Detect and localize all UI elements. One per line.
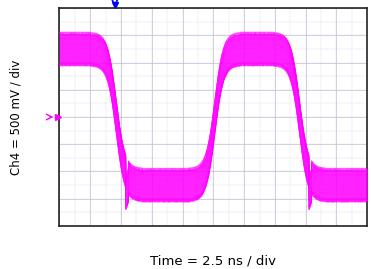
Text: Ch4 = 500 mV / div: Ch4 = 500 mV / div — [10, 59, 23, 175]
Text: Time = 2.5 ns / div: Time = 2.5 ns / div — [150, 254, 276, 267]
